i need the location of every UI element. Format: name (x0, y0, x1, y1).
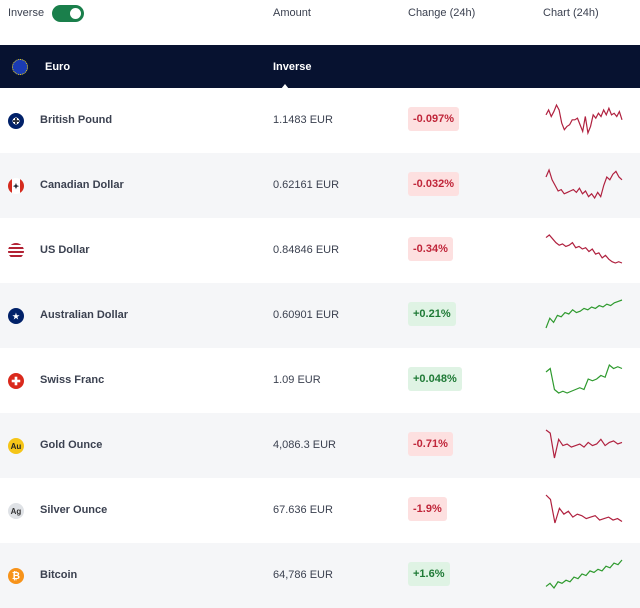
sparkline-line (545, 363, 623, 394)
currency-row[interactable]: ✚ British Pound 1.1483 EUR -0.097% (0, 88, 640, 153)
base-currency-name: Euro (45, 61, 71, 73)
change-badge: +0.21% (408, 302, 456, 326)
column-header-amount[interactable]: Amount (273, 7, 311, 19)
currency-row[interactable]: Ag Silver Ounce 67.636 EUR -1.9% (0, 478, 640, 543)
sparkline-chart (545, 103, 623, 136)
canada-flag-icon: ✦ (8, 178, 24, 194)
currency-name[interactable]: Australian Dollar (40, 309, 129, 321)
base-currency-row: Euro Inverse (0, 45, 640, 89)
change-badge: -1.9% (408, 497, 447, 521)
top-bar: Inverse Amount Change (24h) Chart (24h) (0, 0, 640, 45)
currency-name[interactable]: British Pound (40, 114, 113, 126)
currency-name[interactable]: Silver Ounce (40, 504, 108, 516)
currency-name[interactable]: Gold Ounce (40, 439, 103, 451)
sparkline-chart (545, 168, 623, 200)
sparkline-line (545, 168, 623, 200)
sparkline-line (545, 103, 623, 136)
sparkline-chart (545, 234, 623, 264)
currency-name[interactable]: Swiss Franc (40, 374, 105, 386)
currency-row[interactable]: ✦ Canadian Dollar 0.62161 EUR -0.032% (0, 153, 640, 218)
currency-amount: 64,786 EUR (273, 569, 333, 581)
us-flag-icon (8, 243, 24, 259)
currency-row[interactable]: US Dollar 0.84846 EUR -0.34% (0, 218, 640, 283)
sparkline-chart (545, 363, 623, 394)
gold-icon: Au (8, 438, 24, 454)
column-header-chart: Chart (24h) (543, 7, 599, 19)
australia-flag-icon: ★ (8, 308, 24, 324)
sparkline-line (545, 299, 623, 329)
currency-row[interactable]: ★ Australian Dollar 0.60901 EUR +0.21% (0, 283, 640, 348)
sparkline-line (545, 559, 623, 590)
change-badge: -0.34% (408, 237, 453, 261)
currency-row[interactable]: ✚ Swiss Franc 1.09 EUR +0.048% (0, 348, 640, 413)
sparkline-line (545, 234, 623, 264)
sparkline-chart (545, 559, 623, 590)
bitcoin-icon: ₿ (8, 568, 24, 584)
caret-icon (281, 84, 289, 89)
change-badge: +1.6% (408, 562, 450, 586)
sparkline-chart (545, 429, 623, 459)
mode-label: Inverse (273, 61, 312, 73)
currency-list: ✚ British Pound 1.1483 EUR -0.097% ✦ Cana… (0, 88, 640, 608)
currency-amount: 67.636 EUR (273, 504, 333, 516)
currency-name[interactable]: Canadian Dollar (40, 179, 124, 191)
currency-amount: 0.62161 EUR (273, 179, 340, 191)
currency-amount: 0.60901 EUR (273, 309, 340, 321)
change-badge: -0.71% (408, 432, 453, 456)
uk-flag-icon: ✚ (8, 113, 24, 129)
currency-amount: 0.84846 EUR (273, 244, 340, 256)
change-badge: -0.032% (408, 172, 459, 196)
currency-amount: 4,086.3 EUR (273, 439, 336, 451)
currency-name[interactable]: Bitcoin (40, 569, 78, 581)
sparkline-chart (545, 299, 623, 329)
sparkline-line (545, 429, 623, 459)
currency-amount: 1.1483 EUR (273, 114, 333, 126)
currency-name[interactable]: US Dollar (40, 244, 90, 256)
sparkline-chart (545, 494, 623, 524)
column-header-change[interactable]: Change (24h) (408, 7, 476, 19)
change-badge: -0.097% (408, 107, 459, 131)
sparkline-line (545, 494, 623, 524)
inverse-toggle[interactable] (52, 5, 84, 22)
silver-icon: Ag (8, 503, 24, 519)
eu-flag-icon (12, 59, 28, 75)
change-badge: +0.048% (408, 367, 462, 391)
currency-row[interactable]: ₿ Bitcoin 64,786 EUR +1.6% (0, 543, 640, 608)
inverse-label: Inverse (8, 7, 45, 19)
currency-amount: 1.09 EUR (273, 374, 321, 386)
swiss-flag-icon: ✚ (8, 373, 24, 389)
currency-row[interactable]: Au Gold Ounce 4,086.3 EUR -0.71% (0, 413, 640, 478)
